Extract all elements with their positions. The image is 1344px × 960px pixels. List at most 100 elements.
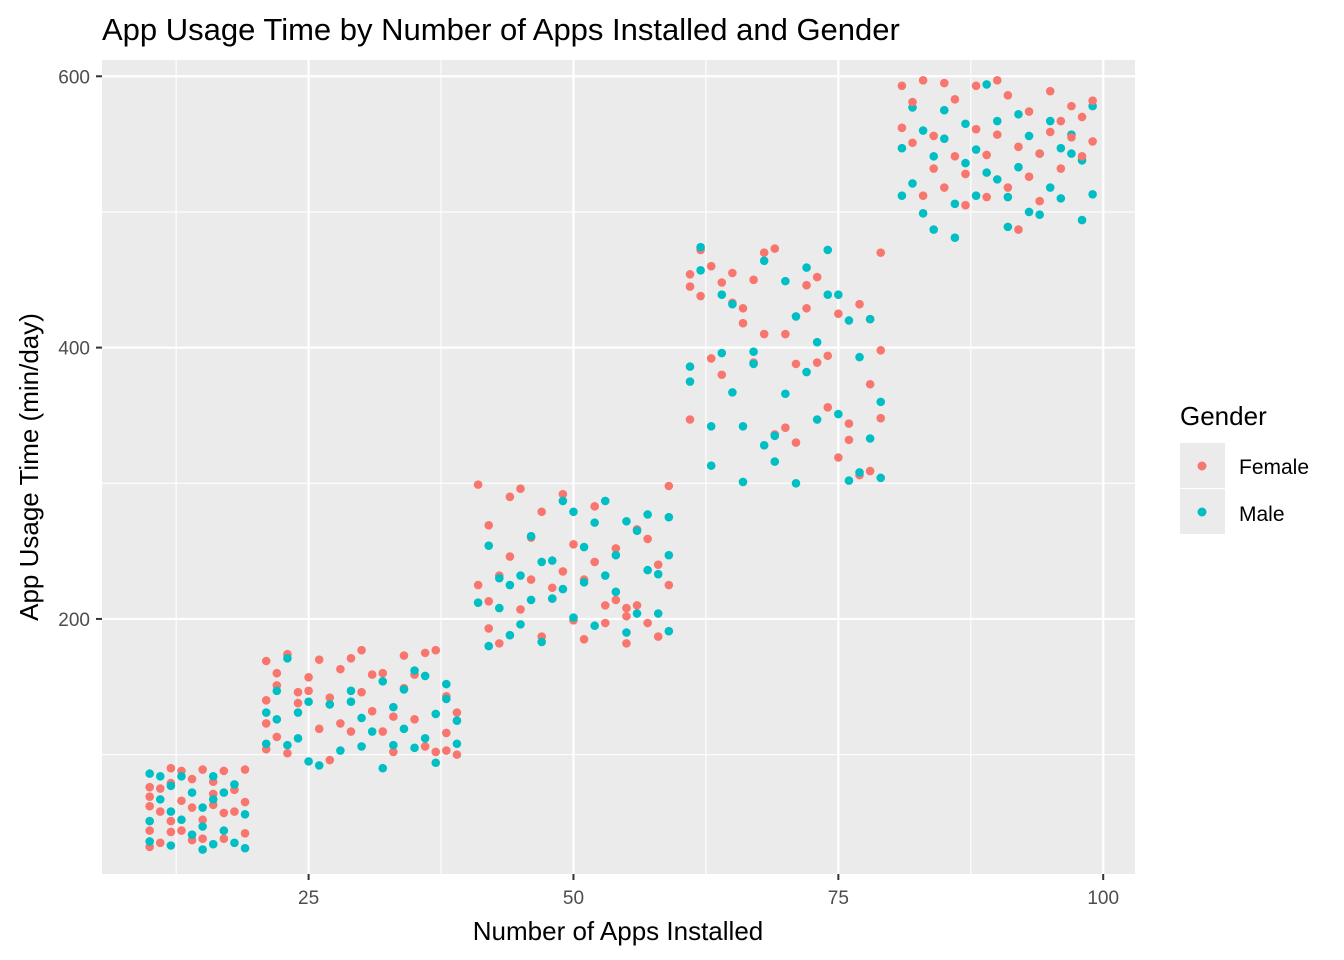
point-female xyxy=(1003,90,1013,100)
point-female xyxy=(929,164,938,173)
point-male xyxy=(473,598,483,607)
point-male xyxy=(590,518,599,527)
point-female xyxy=(982,192,991,202)
point-female xyxy=(336,664,345,674)
point-female xyxy=(1067,101,1076,111)
point-male xyxy=(643,510,652,519)
point-female xyxy=(929,131,938,141)
point-female xyxy=(177,796,186,806)
point-male xyxy=(208,795,218,804)
point-male xyxy=(992,175,1002,184)
point-male xyxy=(653,569,663,579)
point-female xyxy=(240,797,250,807)
point-female xyxy=(653,560,663,569)
point-female xyxy=(272,668,282,678)
point-female xyxy=(685,415,695,424)
point-female xyxy=(495,639,504,648)
point-male xyxy=(844,476,854,485)
point-male xyxy=(283,740,292,750)
point-male xyxy=(632,526,642,536)
point-male xyxy=(378,677,388,686)
point-male xyxy=(516,620,525,629)
point-male xyxy=(293,734,303,743)
point-male xyxy=(145,816,154,826)
point-female xyxy=(749,275,758,285)
point-male xyxy=(961,158,970,168)
point-male xyxy=(293,708,303,717)
point-male xyxy=(791,312,801,321)
point-female xyxy=(558,489,568,499)
point-male xyxy=(410,743,419,753)
point-female xyxy=(823,351,833,361)
point-female xyxy=(770,244,780,253)
point-female xyxy=(452,708,462,717)
point-female xyxy=(389,747,398,757)
point-female xyxy=(367,670,377,679)
point-male xyxy=(1024,207,1034,217)
point-female xyxy=(569,540,578,549)
point-female xyxy=(918,76,928,85)
point-female xyxy=(590,502,599,511)
point-male xyxy=(198,845,207,854)
y-axis: 200 400 600 xyxy=(58,67,102,631)
x-axis-title: Number of Apps Installed xyxy=(473,916,764,946)
point-male xyxy=(558,584,568,594)
point-female xyxy=(643,618,652,628)
point-female xyxy=(865,466,875,476)
point-female xyxy=(664,481,674,491)
point-female xyxy=(155,784,165,793)
point-male xyxy=(982,80,991,89)
point-male xyxy=(781,389,790,399)
point-female xyxy=(304,672,313,682)
point-male xyxy=(749,359,758,369)
point-female xyxy=(219,808,229,818)
point-male xyxy=(357,742,366,751)
point-male xyxy=(505,630,515,640)
point-male xyxy=(442,694,451,704)
x-tick-label: 75 xyxy=(828,888,849,909)
point-male xyxy=(484,641,494,651)
point-male xyxy=(208,772,218,781)
point-male xyxy=(1088,190,1097,199)
point-male xyxy=(495,603,504,613)
point-male xyxy=(696,242,705,252)
point-female xyxy=(420,742,430,751)
point-female xyxy=(484,521,494,530)
point-female xyxy=(1024,172,1034,181)
legend: Gender Female Male xyxy=(1180,401,1309,534)
point-female xyxy=(982,150,991,160)
point-male xyxy=(187,788,197,797)
point-male xyxy=(283,653,292,663)
point-female xyxy=(611,595,621,605)
point-female xyxy=(261,656,271,666)
point-female xyxy=(304,686,313,696)
point-female xyxy=(812,358,822,367)
point-male xyxy=(1014,162,1023,172)
point-male xyxy=(834,409,843,419)
y-tick-label: 600 xyxy=(58,67,90,88)
point-male xyxy=(706,461,716,470)
point-male xyxy=(389,702,398,712)
point-female xyxy=(325,693,335,702)
point-female xyxy=(992,130,1002,139)
point-female xyxy=(166,816,176,826)
point-male xyxy=(950,233,960,243)
point-female xyxy=(622,639,631,648)
point-male xyxy=(738,477,748,487)
point-female xyxy=(325,755,335,765)
point-male xyxy=(823,245,833,255)
point-male xyxy=(728,388,737,397)
point-male xyxy=(812,337,822,347)
point-female xyxy=(505,492,515,502)
point-female xyxy=(1088,137,1097,146)
point-female xyxy=(1045,127,1055,137)
point-male xyxy=(876,473,886,483)
point-female xyxy=(166,827,176,837)
point-female xyxy=(791,359,801,369)
point-male xyxy=(569,507,578,517)
point-male xyxy=(569,613,578,622)
point-female xyxy=(802,280,811,290)
legend-key-male xyxy=(1197,507,1207,517)
point-female xyxy=(876,248,886,257)
point-female xyxy=(664,580,674,590)
